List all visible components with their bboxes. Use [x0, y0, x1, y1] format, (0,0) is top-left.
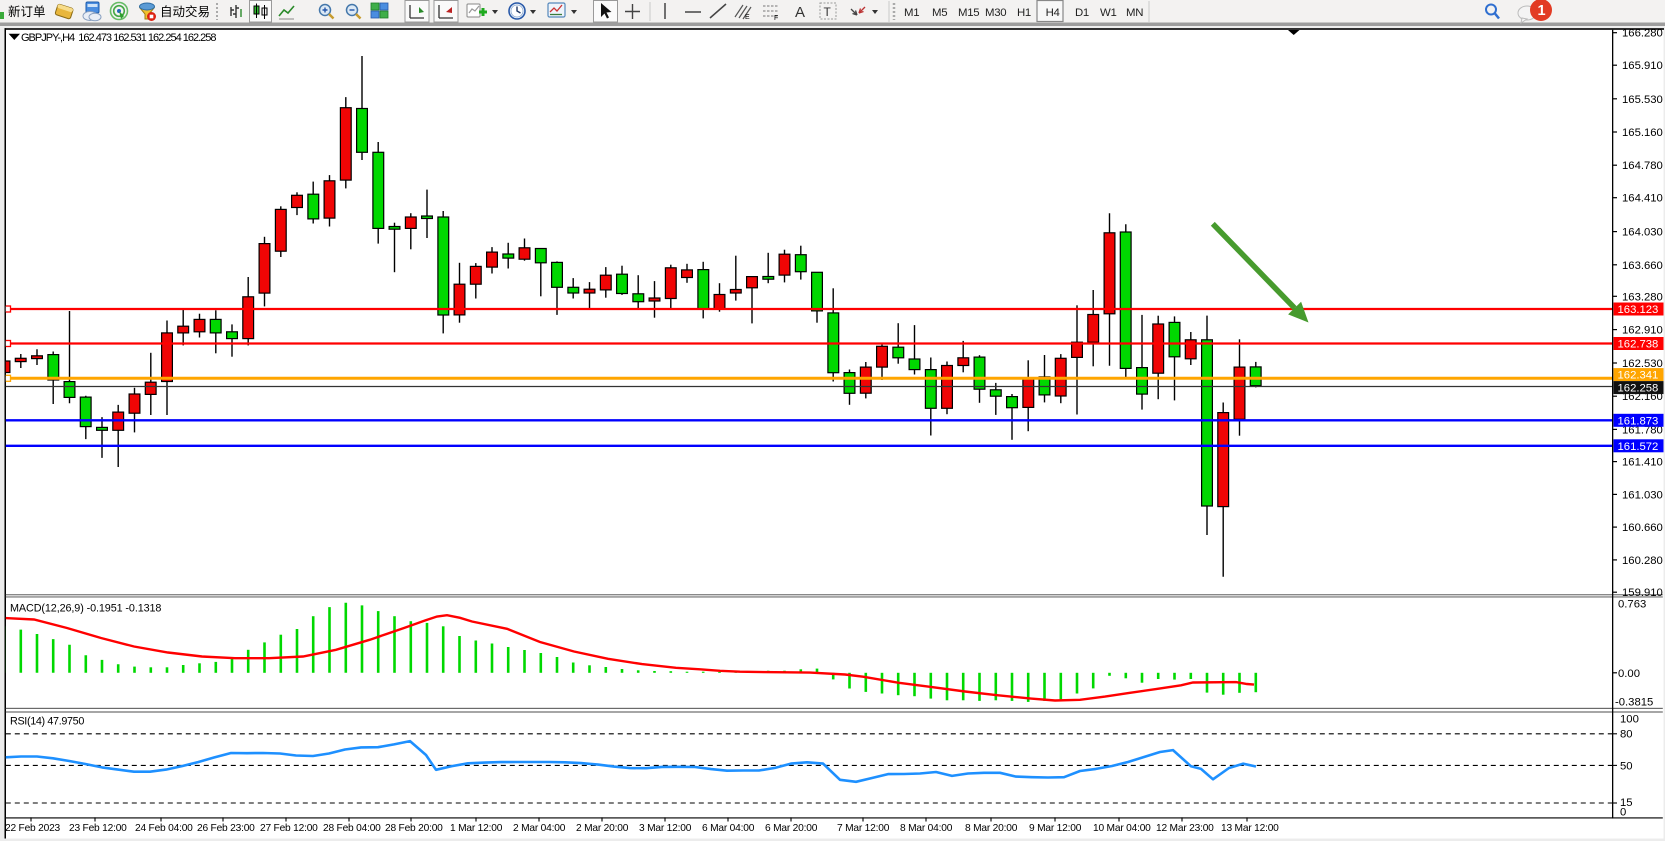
svg-text:164.410: 164.410: [1622, 193, 1663, 205]
svg-text:163.280: 163.280: [1622, 291, 1663, 303]
svg-text:W1: W1: [1100, 7, 1117, 19]
svg-text:159.910: 159.910: [1622, 587, 1663, 599]
svg-text:162.910: 162.910: [1622, 325, 1663, 337]
svg-text:160.280: 160.280: [1622, 555, 1663, 567]
svg-text:A: A: [795, 4, 805, 21]
svg-text:6 Mar 20:00: 6 Mar 20:00: [765, 823, 818, 834]
svg-text:162.341: 162.341: [1618, 370, 1659, 382]
svg-text:M5: M5: [932, 7, 947, 19]
svg-text:T: T: [824, 5, 832, 19]
svg-text:24 Feb 04:00: 24 Feb 04:00: [135, 823, 193, 834]
svg-text:7 Mar 12:00: 7 Mar 12:00: [837, 823, 890, 834]
svg-text:161.572: 161.572: [1618, 441, 1659, 453]
svg-text:2 Mar 04:00: 2 Mar 04:00: [513, 823, 566, 834]
svg-text:165.530: 165.530: [1622, 94, 1663, 106]
svg-text:2 Mar 20:00: 2 Mar 20:00: [576, 823, 629, 834]
svg-text:M15: M15: [958, 7, 979, 19]
svg-text:F: F: [774, 15, 778, 22]
svg-text:8 Mar 04:00: 8 Mar 04:00: [900, 823, 953, 834]
svg-text:163.660: 163.660: [1622, 260, 1663, 272]
svg-text:10 Mar 04:00: 10 Mar 04:00: [1093, 823, 1151, 834]
svg-text:164.780: 164.780: [1622, 160, 1663, 172]
svg-text:12 Mar 23:00: 12 Mar 23:00: [1156, 823, 1214, 834]
svg-text:E: E: [745, 14, 750, 21]
svg-text:13 Mar 12:00: 13 Mar 12:00: [1221, 823, 1279, 834]
svg-text:162.258: 162.258: [1618, 383, 1659, 395]
svg-text:26 Feb 23:00: 26 Feb 23:00: [197, 823, 255, 834]
svg-text:自动交易: 自动交易: [160, 4, 210, 19]
svg-text:0.00: 0.00: [1618, 668, 1640, 680]
svg-text:0.763: 0.763: [1618, 599, 1646, 611]
svg-text:8 Mar 20:00: 8 Mar 20:00: [965, 823, 1018, 834]
svg-text:162.160: 162.160: [1622, 391, 1663, 403]
svg-text:50: 50: [1620, 760, 1633, 772]
svg-text:0: 0: [1620, 807, 1626, 819]
svg-text:162.530: 162.530: [1622, 358, 1663, 370]
svg-text:166.280: 166.280: [1622, 28, 1663, 40]
svg-text:161.030: 161.030: [1622, 489, 1663, 501]
svg-text:H4: H4: [1046, 7, 1060, 19]
svg-text:M30: M30: [985, 7, 1006, 19]
svg-text:28 Feb 04:00: 28 Feb 04:00: [323, 823, 381, 834]
svg-text:22 Feb 2023: 22 Feb 2023: [5, 823, 61, 834]
svg-text:3 Mar 12:00: 3 Mar 12:00: [639, 823, 692, 834]
svg-text:161.873: 161.873: [1618, 415, 1659, 427]
svg-text:9 Mar 12:00: 9 Mar 12:00: [1029, 823, 1082, 834]
svg-text:MN: MN: [1126, 7, 1143, 19]
svg-text:GBPJPY-,H4 162.473 162.531 16: GBPJPY-,H4 162.473 162.531 162.254 162.2…: [21, 32, 216, 44]
svg-text:1 Mar 12:00: 1 Mar 12:00: [450, 823, 503, 834]
svg-text:27 Feb 12:00: 27 Feb 12:00: [260, 823, 318, 834]
svg-text:H1: H1: [1017, 7, 1031, 19]
svg-text:1: 1: [1538, 3, 1546, 19]
svg-text:28 Feb 20:00: 28 Feb 20:00: [385, 823, 443, 834]
svg-text:M1: M1: [904, 7, 919, 19]
svg-text:161.410: 161.410: [1622, 457, 1663, 469]
svg-text:MACD(12,26,9) -0.1951 -0.1318: MACD(12,26,9) -0.1951 -0.1318: [10, 603, 161, 615]
svg-text:新订单: 新订单: [8, 4, 46, 19]
svg-text:80: 80: [1620, 729, 1633, 741]
svg-text:165.160: 165.160: [1622, 127, 1663, 139]
svg-text:23 Feb 12:00: 23 Feb 12:00: [69, 823, 127, 834]
svg-text:100: 100: [1620, 714, 1639, 726]
svg-text:165.910: 165.910: [1622, 60, 1663, 72]
svg-text:6 Mar 04:00: 6 Mar 04:00: [702, 823, 755, 834]
svg-text:15: 15: [1620, 797, 1633, 809]
svg-text:160.660: 160.660: [1622, 522, 1663, 534]
svg-text:164.030: 164.030: [1622, 227, 1663, 239]
svg-text:-0.3815: -0.3815: [1615, 697, 1653, 709]
svg-text:163.123: 163.123: [1618, 304, 1659, 316]
svg-text:D1: D1: [1075, 7, 1089, 19]
svg-text:161.780: 161.780: [1622, 424, 1663, 436]
svg-text:RSI(14) 47.9750: RSI(14) 47.9750: [10, 716, 84, 728]
svg-text:162.738: 162.738: [1618, 339, 1659, 351]
